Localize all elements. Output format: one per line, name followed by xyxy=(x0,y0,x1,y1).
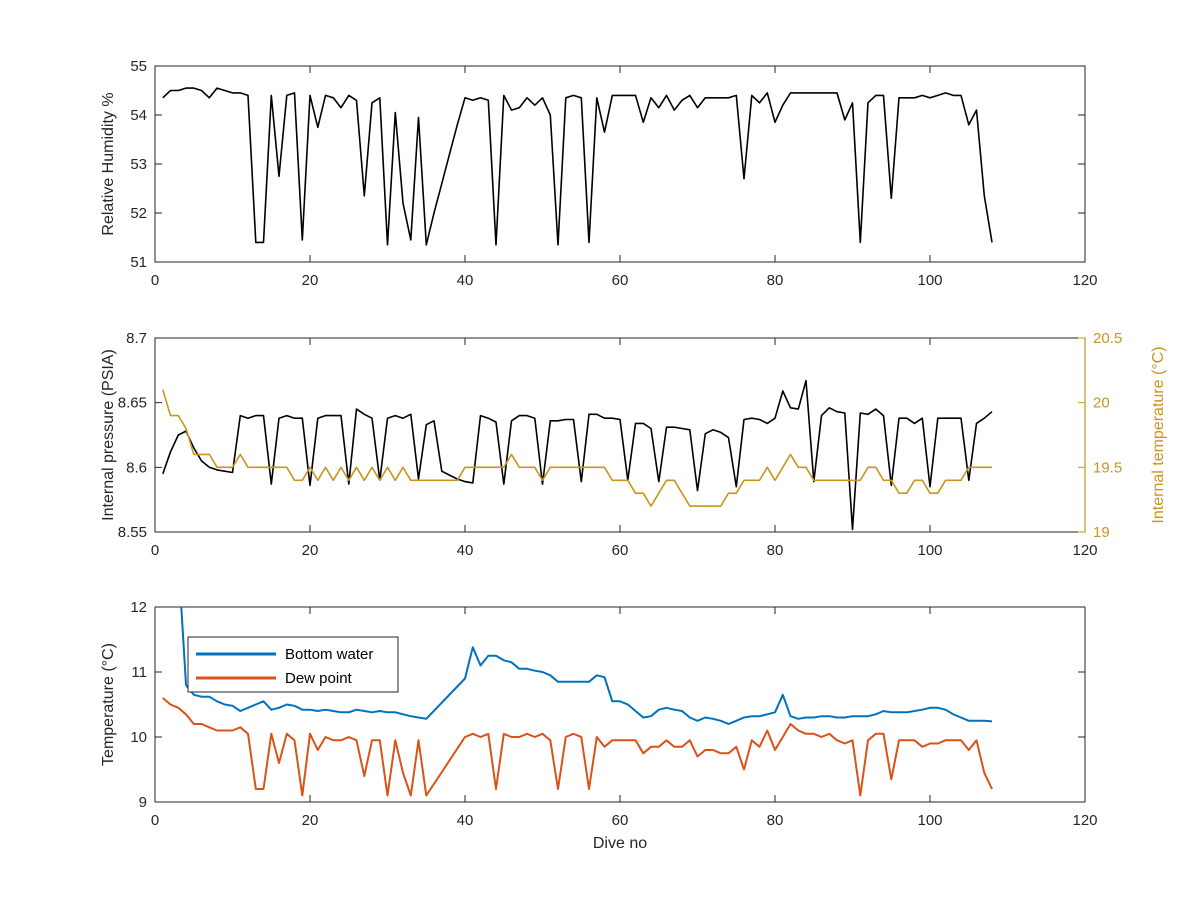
y-tick-label: 8.6 xyxy=(126,459,147,476)
pressure-temperature-plot: 0 20 40 60 80 100 120 8.55 8.6 8.65 8.7 Internal pr… xyxy=(100,330,1167,559)
y-tick-label: 10 xyxy=(130,729,147,746)
y-tick-label: 55 xyxy=(130,58,147,75)
temperature-plot: 0 20 40 60 80 100 120 9 10 11 12 Temperature (°C) Di… xyxy=(100,599,1098,852)
y-tick-label: 9 xyxy=(139,794,147,811)
x-tick-label: 100 xyxy=(917,272,942,289)
y-axis-label: Internal pressure (PSIA) xyxy=(100,349,117,521)
x-tick-label: 0 xyxy=(151,272,159,289)
y2-tick-label: 20.5 xyxy=(1093,330,1122,347)
humidity-plot: 0 20 40 60 80 100 120 51 52 53 54 55 Relative Humidi… xyxy=(100,58,1098,289)
axes-box xyxy=(154,337,1086,533)
y-tick-label: 52 xyxy=(130,205,147,222)
series-line-dew-point xyxy=(162,697,993,797)
y-axis-label: Relative Humidity % xyxy=(100,92,117,235)
x-axis-label: Dive no xyxy=(593,835,647,852)
y2-tick-label: 19 xyxy=(1093,524,1110,541)
x-tick-label: 20 xyxy=(302,812,319,829)
x-tick-label: 0 xyxy=(151,542,159,559)
x-tick-label: 120 xyxy=(1072,272,1097,289)
legend-box xyxy=(187,636,399,693)
x-tick-label: 40 xyxy=(457,272,474,289)
y-axis-label: Temperature (°C) xyxy=(100,643,117,766)
legend-label: Dew point xyxy=(285,670,353,687)
y-tick-label: 54 xyxy=(130,107,147,124)
y-tick-label: 51 xyxy=(130,254,147,271)
x-tick-label: 80 xyxy=(767,812,784,829)
x-tick-label: 40 xyxy=(457,812,474,829)
legend: Bottom water Dew point xyxy=(187,636,399,693)
series-line-series-0 xyxy=(162,87,993,246)
x-tick-label: 20 xyxy=(302,542,319,559)
series-line-series-1 xyxy=(162,389,992,507)
x-tick-label: 60 xyxy=(612,542,629,559)
legend-label: Bottom water xyxy=(285,646,373,663)
x-tick-label: 120 xyxy=(1072,812,1097,829)
x-tick-label: 120 xyxy=(1072,542,1097,559)
y2-tick-label: 20 xyxy=(1093,395,1110,412)
y2-tick-label: 19.5 xyxy=(1093,459,1122,476)
x-tick-label: 60 xyxy=(612,812,629,829)
x-tick-label: 100 xyxy=(917,542,942,559)
y2-axis-label: Internal temperature (°C) xyxy=(1150,346,1167,523)
x-tick-label: 0 xyxy=(151,812,159,829)
x-tick-label: 60 xyxy=(612,272,629,289)
x-tick-label: 80 xyxy=(767,272,784,289)
y-tick-label: 8.55 xyxy=(118,524,147,541)
x-tick-label: 20 xyxy=(302,272,319,289)
y-tick-label: 53 xyxy=(130,156,147,173)
y-tick-label: 11 xyxy=(131,664,147,681)
x-tick-label: 80 xyxy=(767,542,784,559)
y-tick-label: 12 xyxy=(130,599,147,616)
y-tick-label: 8.65 xyxy=(118,395,147,412)
series-line-bottom-water xyxy=(180,607,993,725)
x-tick-label: 40 xyxy=(457,542,474,559)
y-tick-label: 8.7 xyxy=(126,330,147,347)
series-line-series-0 xyxy=(162,379,993,531)
x-tick-label: 100 xyxy=(917,812,942,829)
axes-box xyxy=(154,606,1086,803)
